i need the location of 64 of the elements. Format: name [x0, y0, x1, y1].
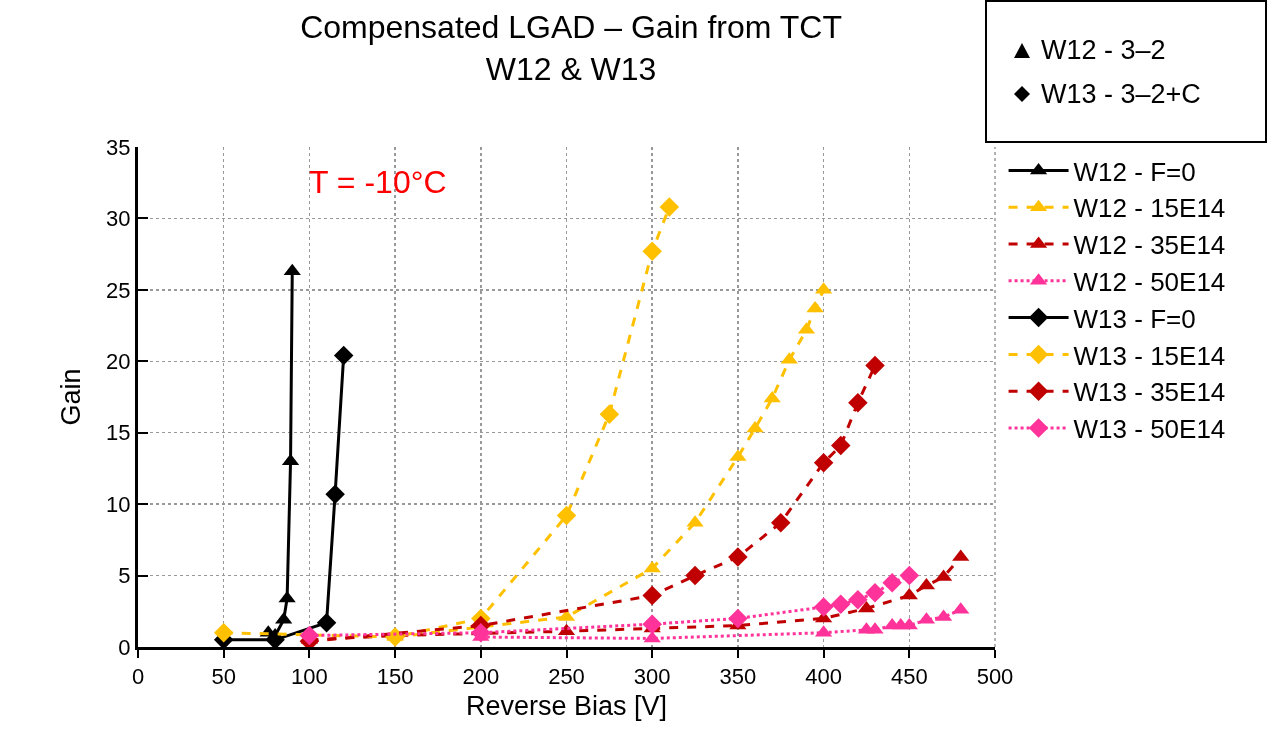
x-tick-label: 350 [719, 664, 757, 690]
x-tick-label: 150 [376, 664, 414, 690]
x-tick-label: 450 [890, 664, 928, 690]
point [283, 263, 301, 276]
point [865, 582, 885, 603]
y-tick-label: 35 [106, 134, 131, 160]
point [316, 612, 337, 633]
x-tick-label: 500 [976, 664, 1014, 690]
point [771, 512, 791, 533]
point [299, 625, 320, 646]
legend-label: W12 - 15E14 [1073, 193, 1226, 224]
x-tick-label: 100 [291, 664, 328, 690]
point [728, 608, 748, 629]
legend-label: W12 - 35E14 [1073, 230, 1226, 261]
point [643, 560, 661, 573]
y-tick-label: 10 [106, 491, 131, 517]
legend-label: W12 - 50E14 [1073, 266, 1226, 297]
point [659, 197, 680, 217]
y-tick-label: 0 [118, 634, 131, 660]
x-tick-label: 50 [211, 664, 236, 690]
x-tick-label: 200 [462, 664, 500, 690]
point [763, 390, 781, 403]
point [848, 392, 868, 413]
point [813, 452, 834, 473]
legend-frame: W12 - 3–2 W13 - 3–2+C [985, 0, 1267, 143]
legend-label: W13 - F=0 [1073, 303, 1196, 334]
point [830, 594, 851, 614]
legend-label: W13 - 35E14 [1073, 377, 1226, 408]
point [642, 585, 662, 606]
point [643, 630, 661, 643]
y-axis-title: Gain [56, 368, 87, 426]
y-tick-label: 20 [106, 348, 131, 374]
y-tick-label: 15 [106, 420, 131, 446]
point [278, 590, 296, 603]
y-tick-label: 30 [106, 206, 131, 232]
x-tick-label: 400 [805, 664, 842, 690]
point [882, 572, 902, 593]
y-tick-label: 5 [118, 563, 131, 589]
legend-label: W12 - F=0 [1073, 156, 1196, 187]
point [213, 622, 234, 643]
point [642, 241, 662, 262]
legend-label: W13 - 15E14 [1073, 340, 1226, 371]
point [865, 355, 885, 376]
point [848, 590, 868, 610]
annotation: T = -10°C [309, 164, 447, 200]
point [325, 484, 345, 504]
point [471, 622, 491, 643]
x-axis-title: Reverse Bias [V] [465, 690, 668, 721]
legend-label: W13 - 50E14 [1073, 414, 1226, 445]
chart-title: Compensated LGAD – Gain from TCT W12 & W13 [300, 9, 842, 87]
point [806, 300, 824, 313]
point [899, 565, 920, 586]
point [556, 505, 577, 526]
point [813, 597, 834, 617]
point [642, 614, 662, 634]
point [830, 435, 851, 456]
x-tick-label: 300 [633, 664, 671, 690]
point [685, 565, 705, 586]
x-tick-label: 250 [548, 664, 585, 690]
point [599, 404, 620, 424]
y-tick-label: 25 [106, 277, 131, 303]
point [728, 547, 748, 567]
point [333, 345, 354, 366]
point [746, 420, 764, 433]
